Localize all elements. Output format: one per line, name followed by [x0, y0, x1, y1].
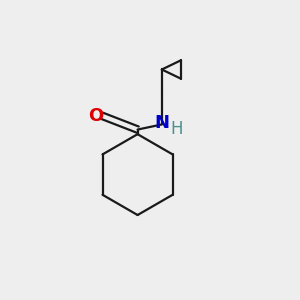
Text: H: H — [171, 120, 183, 138]
Text: N: N — [154, 114, 169, 132]
Text: O: O — [88, 107, 103, 125]
